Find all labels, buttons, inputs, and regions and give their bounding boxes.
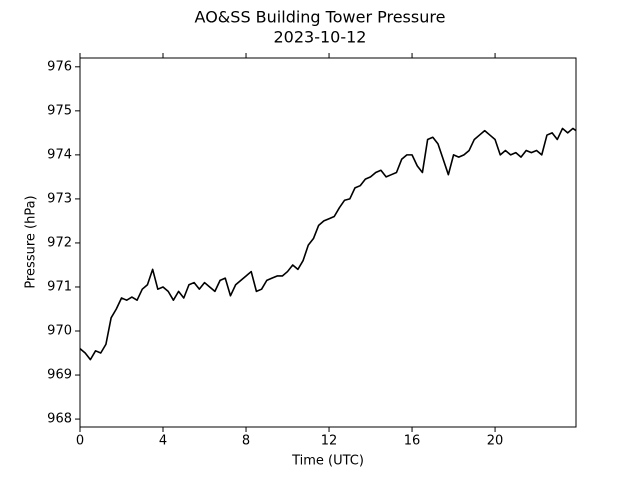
y-tick-label: 969 <box>47 368 72 383</box>
x-tick-label: 8 <box>242 434 250 449</box>
pressure-line <box>79 127 577 361</box>
y-tick-label: 972 <box>47 235 72 250</box>
x-tick-label: 4 <box>159 434 167 449</box>
y-tick-label: 976 <box>47 59 72 74</box>
y-tick-label: 973 <box>47 191 72 206</box>
chart-title: AO&SS Building Tower Pressure <box>195 8 446 27</box>
y-tick-label: 968 <box>47 412 72 427</box>
x-tick-label: 20 <box>487 434 504 449</box>
x-tick-label: 16 <box>404 434 421 449</box>
y-axis-label: Pressure (hPa) <box>24 195 39 288</box>
chart-subtitle: 2023-10-12 <box>274 28 367 47</box>
x-tick-label: 0 <box>76 434 84 449</box>
y-tick-label: 971 <box>47 279 72 294</box>
y-tick-label: 975 <box>47 103 72 118</box>
y-tick-label: 974 <box>47 147 72 162</box>
x-tick-label: 12 <box>321 434 338 449</box>
x-axis-label: Time (UTC) <box>291 454 364 469</box>
y-tick-label: 970 <box>47 324 72 339</box>
plot-frame <box>79 57 577 428</box>
